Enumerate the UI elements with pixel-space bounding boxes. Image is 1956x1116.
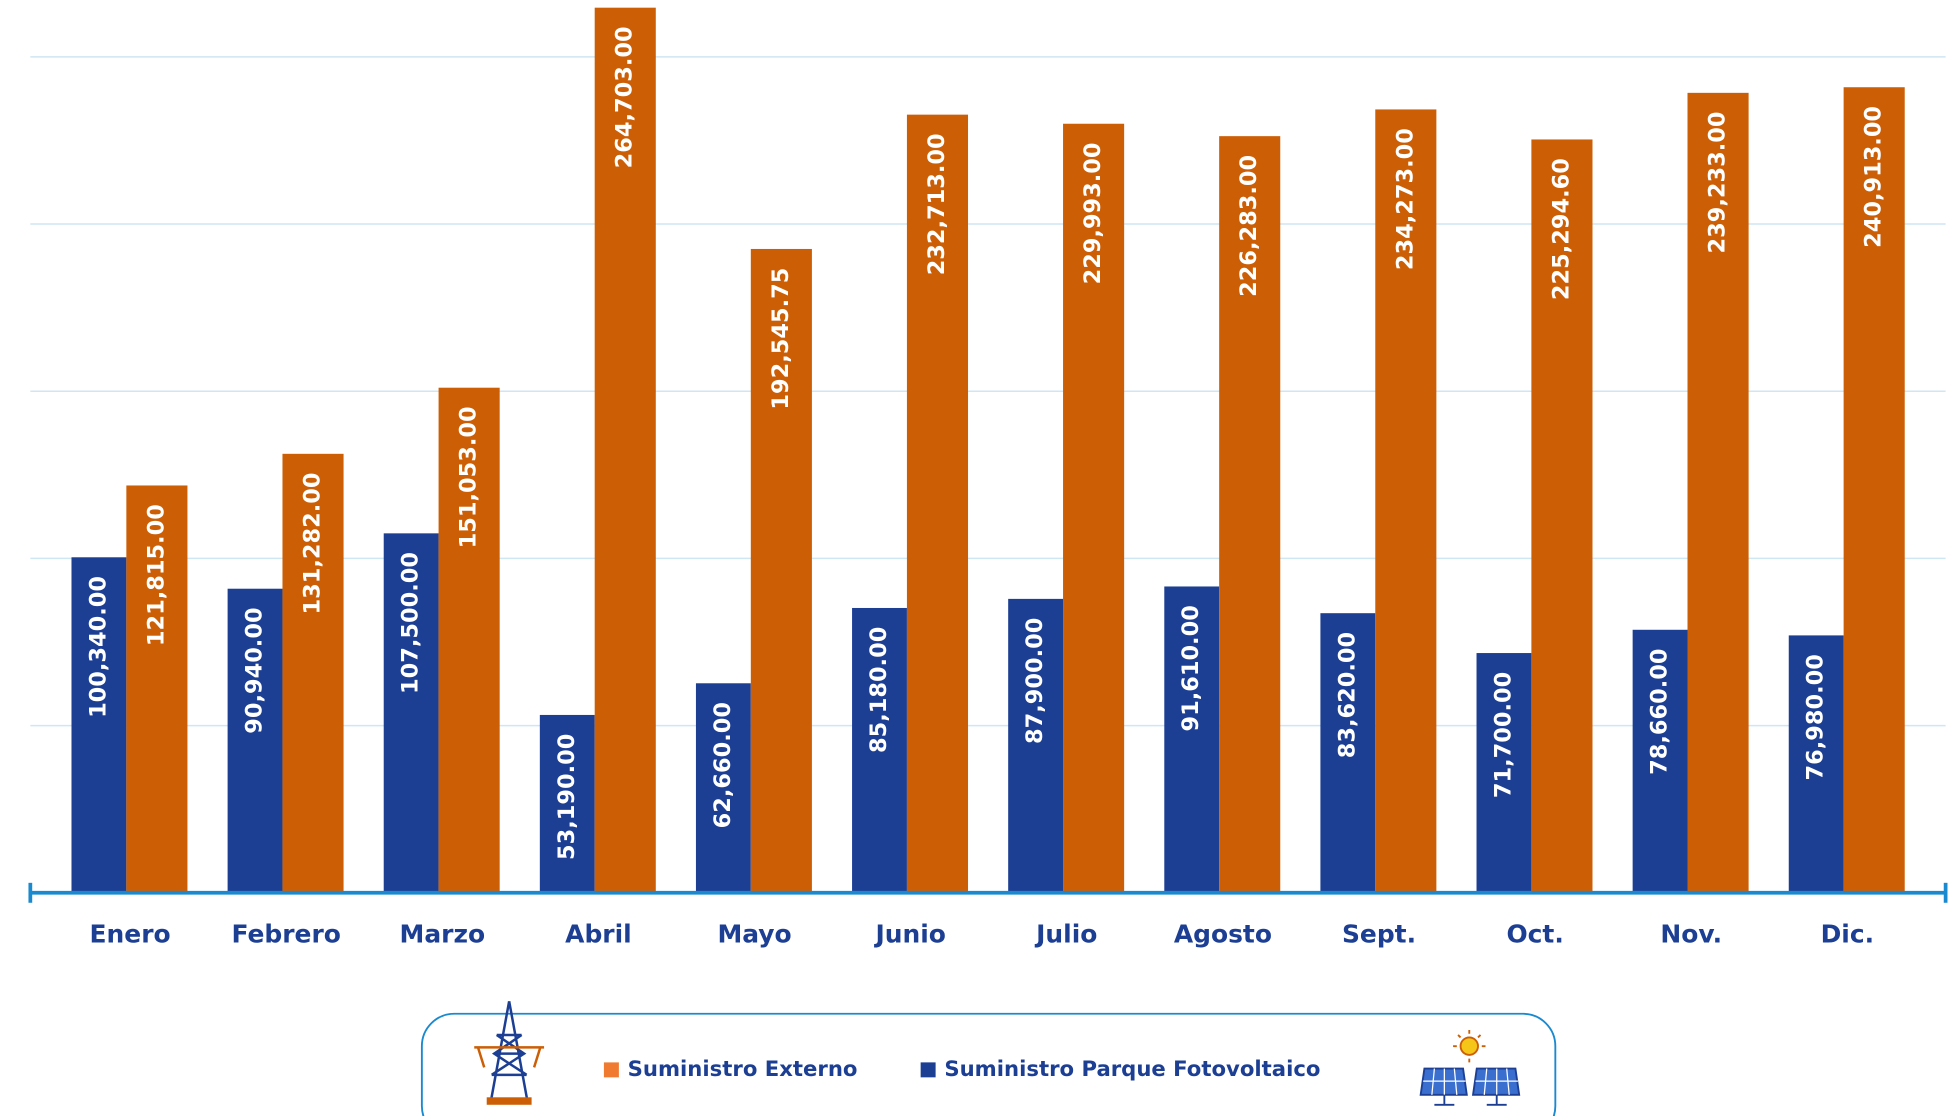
value-label: 62,660.00 — [710, 702, 736, 828]
bar — [1476, 653, 1532, 893]
value-label: 229,993.00 — [1080, 142, 1106, 284]
bar — [438, 387, 500, 893]
x-tick-label: Enero — [90, 920, 171, 949]
bar — [282, 453, 344, 893]
legend-label: Suministro Externo — [628, 1056, 858, 1081]
value-label: 85,180.00 — [866, 627, 892, 753]
bar — [1063, 123, 1125, 893]
value-label: 83,620.00 — [1334, 632, 1360, 758]
value-label: 226,283.00 — [1236, 155, 1262, 297]
x-axis — [28, 882, 1948, 903]
bar — [227, 588, 283, 893]
value-label: 225,294.60 — [1548, 158, 1574, 300]
bar — [1320, 613, 1376, 893]
bar — [852, 607, 907, 893]
x-tick-label: Julio — [1034, 920, 1097, 949]
value-label: 76,980.00 — [1803, 654, 1829, 780]
bar — [383, 533, 439, 893]
value-label: 234,273.00 — [1392, 128, 1418, 270]
bars: 100,340.00 121,815.00 Enero 90,940.00 131,28… — [71, 7, 1905, 949]
value-label: 240,913.00 — [1861, 106, 1887, 248]
x-tick-label: Oct. — [1506, 920, 1563, 949]
value-label: 239,233.00 — [1705, 112, 1731, 254]
solar-icon — [1419, 1029, 1521, 1106]
bar — [750, 248, 812, 893]
value-label: 90,940.00 — [242, 607, 268, 733]
x-tick-label: Febrero — [232, 920, 341, 949]
value-label: 100,340.00 — [85, 576, 111, 718]
legend-label: Suministro Parque Fotovoltaico — [944, 1056, 1320, 1081]
legend-swatch — [920, 1062, 936, 1078]
value-label: 264,703.00 — [612, 26, 638, 168]
bar — [1375, 109, 1437, 893]
value-label: 121,815.00 — [143, 504, 169, 646]
bar — [906, 114, 969, 893]
x-tick-label: Dic. — [1821, 920, 1874, 949]
bar — [1219, 136, 1281, 893]
value-label: 232,713.00 — [924, 133, 950, 275]
bar — [1632, 629, 1688, 893]
legend-swatch — [603, 1062, 619, 1078]
bar — [594, 7, 656, 893]
bar — [1164, 586, 1220, 893]
x-tick-label: Junio — [873, 920, 945, 949]
x-tick-label: Abril — [565, 920, 632, 949]
value-label: 71,700.00 — [1490, 672, 1516, 798]
bar — [71, 557, 127, 893]
bar — [1008, 598, 1064, 893]
bar — [1687, 92, 1749, 893]
x-tick-label: Sept. — [1342, 920, 1416, 949]
value-label: 151,053.00 — [456, 406, 482, 548]
bar — [1788, 635, 1844, 893]
bar — [695, 683, 751, 893]
value-label: 53,190.00 — [554, 734, 580, 860]
value-label: 192,545.75 — [768, 268, 794, 410]
x-tick-label: Nov. — [1660, 920, 1722, 949]
x-tick-label: Agosto — [1174, 920, 1272, 949]
bar — [126, 485, 188, 893]
bar — [1531, 139, 1593, 893]
value-label: 91,610.00 — [1178, 605, 1204, 731]
x-tick-label: Mayo — [717, 920, 791, 949]
tower-icon — [474, 1001, 545, 1105]
x-tick-label: Marzo — [400, 920, 486, 949]
value-label: 87,900.00 — [1022, 618, 1048, 744]
grid — [30, 56, 1946, 727]
legend: Suministro Parque Fotovoltaico Suministro… — [603, 1056, 1320, 1081]
value-label: 131,282.00 — [300, 473, 326, 615]
value-label: 107,500.00 — [398, 552, 424, 694]
value-label: 78,660.00 — [1647, 648, 1673, 774]
legend-box — [420, 1012, 1557, 1116]
bar — [539, 714, 595, 893]
bar — [1843, 87, 1905, 893]
